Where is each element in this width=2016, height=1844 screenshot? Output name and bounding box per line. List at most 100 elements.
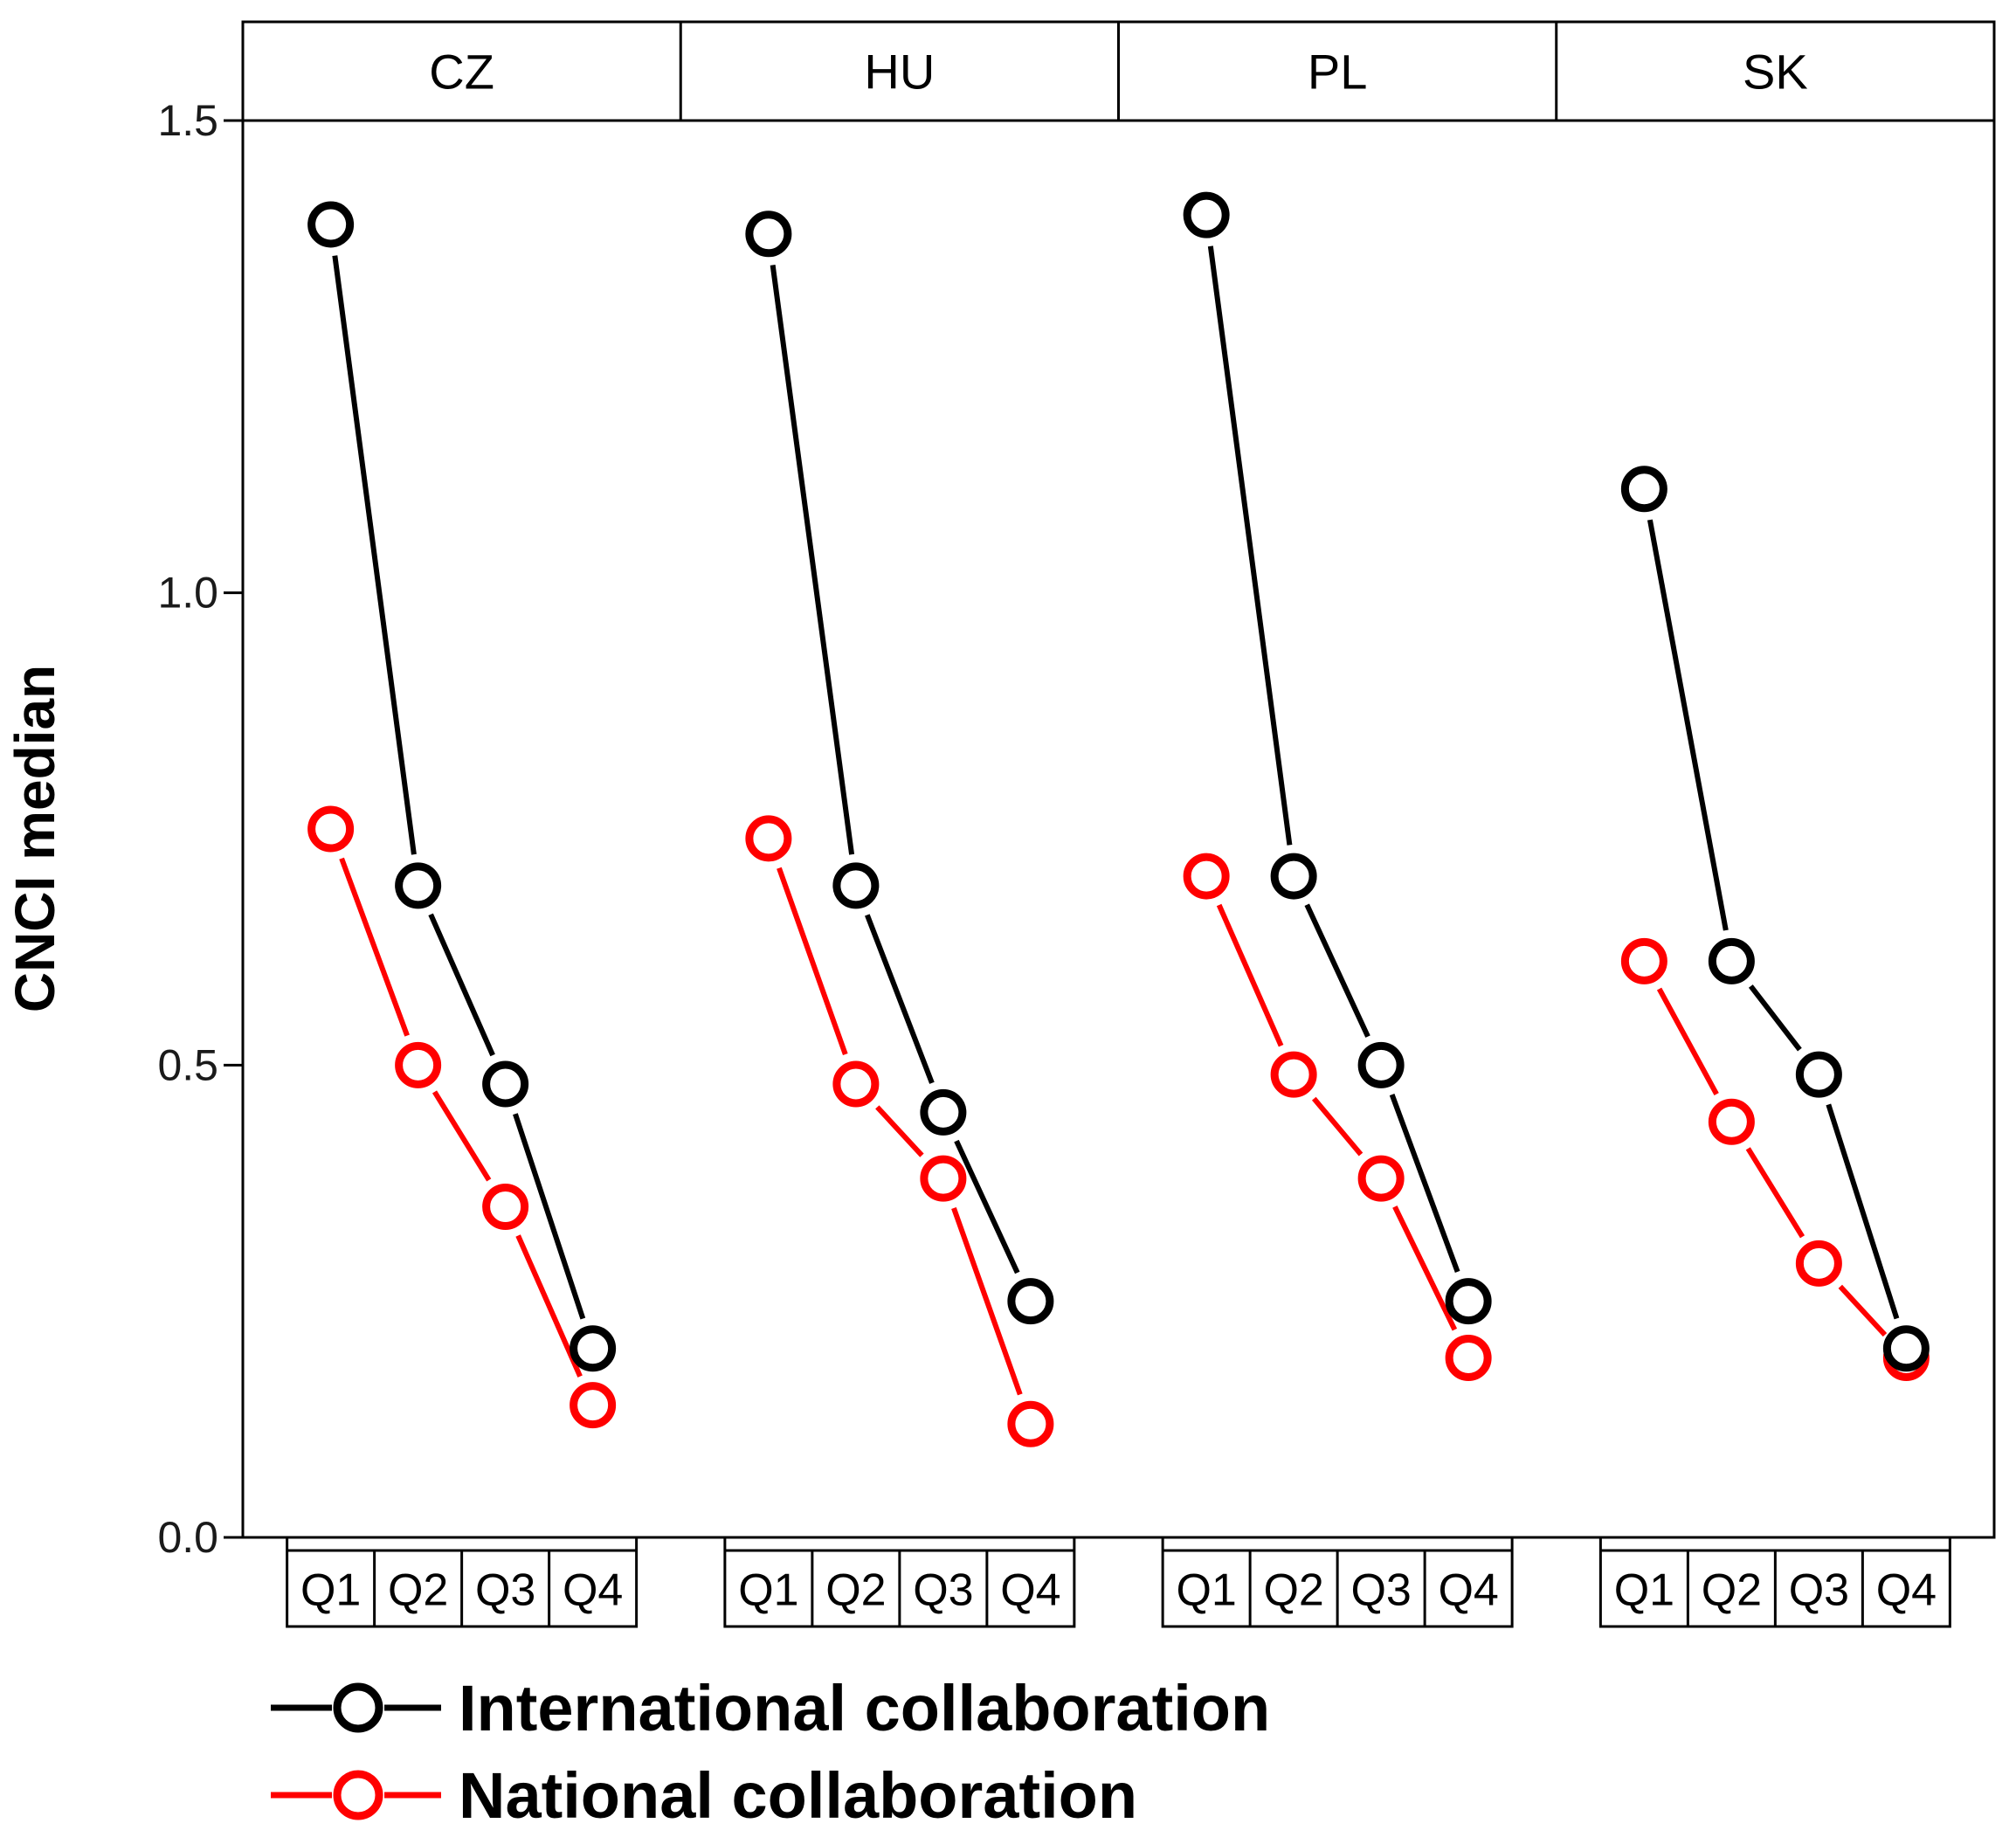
series-segment xyxy=(428,913,495,1057)
x-category-axes: Q1 Q2 Q3 Q4 Q1 Q2 Q3 Q4 Q1 Q2 Q3 Q4 Q1 Q2 Q3 Q4 xyxy=(286,1537,1951,1628)
series-national-cz xyxy=(307,805,617,1429)
series-segment xyxy=(951,1207,1023,1396)
series-segment xyxy=(1311,1096,1364,1157)
series-layer xyxy=(307,191,1930,1447)
point-q4 xyxy=(1007,1400,1054,1447)
series-national-pl xyxy=(1183,853,1492,1382)
series-segment xyxy=(1389,1094,1460,1273)
plot-border xyxy=(241,20,1996,1539)
point-q1 xyxy=(307,201,355,248)
series-international-sk xyxy=(1620,466,1930,1372)
series-segment xyxy=(1647,519,1729,931)
series-national-sk xyxy=(1620,937,1930,1382)
x-tick-label-q2: Q2 xyxy=(825,1565,886,1616)
series-segment xyxy=(1656,987,1719,1096)
point-q4 xyxy=(1882,1325,1930,1372)
series-segment xyxy=(1745,1147,1805,1239)
x-tick-label-q3: Q3 xyxy=(1789,1565,1849,1616)
panel-label-cz: CZ xyxy=(429,45,494,100)
y-tick-label: 1.0 xyxy=(157,569,218,618)
point-q1 xyxy=(1183,191,1230,238)
y-tick-label: 0.5 xyxy=(157,1040,218,1089)
series-segment xyxy=(875,1105,924,1157)
x-tick-label-q1: Q1 xyxy=(1176,1565,1236,1616)
series-segment xyxy=(954,1139,1020,1274)
series-segment xyxy=(339,857,410,1037)
point-q4 xyxy=(570,1382,617,1429)
x-tick-label-q1: Q1 xyxy=(1614,1565,1674,1616)
panel-label-pl: PL xyxy=(1308,45,1368,100)
point-q2 xyxy=(1270,853,1317,900)
point-q3 xyxy=(920,1088,967,1136)
point-q1 xyxy=(307,805,355,853)
series-segment xyxy=(1838,1284,1888,1337)
x-tick-label-q2: Q2 xyxy=(1702,1565,1762,1616)
point-q2 xyxy=(1708,937,1755,984)
x-tick-label-q1: Q1 xyxy=(300,1565,361,1616)
point-q4 xyxy=(1007,1278,1054,1325)
x-axis-hu: Q1 Q2 Q3 Q4 xyxy=(723,1537,1076,1628)
point-q4 xyxy=(1445,1278,1492,1325)
point-q2 xyxy=(395,1041,442,1088)
panel-headers: CZ HU PL SK xyxy=(429,22,1808,121)
x-axis-sk: Q1 Q2 Q3 Q4 xyxy=(1598,1537,1951,1628)
point-q2 xyxy=(832,1060,880,1108)
point-q2 xyxy=(832,862,880,909)
x-tick-label-q2: Q2 xyxy=(1263,1565,1323,1616)
point-q1 xyxy=(1620,937,1667,984)
point-q1 xyxy=(1620,466,1667,513)
series-international-pl xyxy=(1183,191,1492,1325)
legend-entry-international: International collaboration xyxy=(271,1672,1270,1744)
series-segment xyxy=(777,867,848,1056)
plot-frame xyxy=(241,20,1996,1539)
y-tick-label: 0.0 xyxy=(157,1513,218,1562)
panel-label-hu: HU xyxy=(864,45,935,100)
point-q2 xyxy=(1708,1098,1755,1145)
legend-entry-national: National collaboration xyxy=(271,1759,1137,1832)
y-axis-title: CNCI median xyxy=(3,665,66,1012)
series-segment xyxy=(1748,984,1802,1052)
point-q3 xyxy=(920,1155,967,1202)
x-tick-label-q3: Q3 xyxy=(475,1565,535,1616)
point-q2 xyxy=(395,862,442,909)
point-q3 xyxy=(1795,1051,1842,1098)
point-q3 xyxy=(1357,1041,1405,1088)
legend-marker xyxy=(333,1682,383,1733)
x-tick-label-q2: Q2 xyxy=(388,1565,448,1616)
point-q3 xyxy=(1357,1155,1405,1202)
panel-label-sk: SK xyxy=(1743,45,1808,100)
x-tick-label-q4: Q4 xyxy=(1438,1565,1498,1616)
x-tick-label-q3: Q3 xyxy=(1350,1565,1411,1616)
series-segment xyxy=(1304,903,1370,1038)
series-segment xyxy=(515,1234,583,1378)
y-tick-label: 1.5 xyxy=(157,96,218,145)
legend-label: National collaboration xyxy=(459,1759,1137,1832)
series-international-cz xyxy=(307,201,617,1372)
point-q1 xyxy=(1183,853,1230,900)
series-segment xyxy=(1216,903,1284,1047)
point-q4 xyxy=(570,1325,617,1372)
x-tick-label-q3: Q3 xyxy=(913,1565,973,1616)
legend-marker xyxy=(333,1770,383,1820)
series-segment xyxy=(1207,245,1293,846)
x-tick-label-q4: Q4 xyxy=(563,1565,623,1616)
point-q1 xyxy=(745,815,792,862)
point-q2 xyxy=(1270,1051,1317,1098)
point-q3 xyxy=(482,1060,529,1108)
series-segment xyxy=(1392,1205,1458,1331)
x-axis-cz: Q1 Q2 Q3 Q4 xyxy=(286,1537,639,1628)
series-segment xyxy=(332,255,417,855)
point-q4 xyxy=(1445,1335,1492,1382)
x-axis-pl: Q1 Q2 Q3 Q4 xyxy=(1161,1537,1514,1628)
point-q3 xyxy=(1795,1240,1842,1287)
series-international-hu xyxy=(745,211,1054,1325)
series-segment xyxy=(1826,1103,1900,1320)
x-tick-label-q4: Q4 xyxy=(1876,1565,1937,1616)
series-segment xyxy=(432,1090,492,1182)
series-segment xyxy=(865,914,935,1084)
point-q3 xyxy=(482,1184,529,1231)
point-q1 xyxy=(745,211,792,258)
series-segment xyxy=(513,1113,586,1320)
y-axis: 0.0 0.5 1.0 1.5 xyxy=(157,96,243,1562)
x-tick-label-q4: Q4 xyxy=(1000,1565,1060,1616)
